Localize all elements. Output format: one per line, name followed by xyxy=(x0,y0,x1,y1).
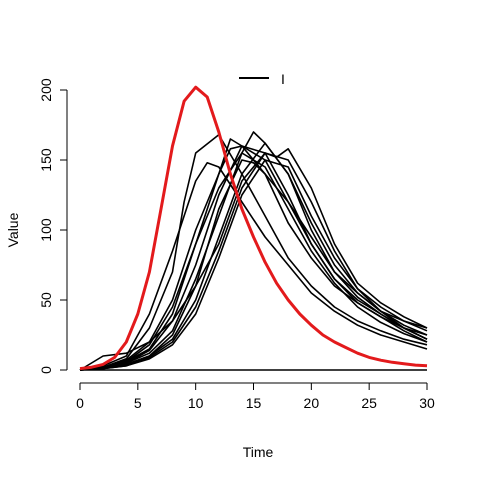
series-line-2 xyxy=(79,162,428,371)
series-line-5 xyxy=(79,148,428,371)
series-line-3 xyxy=(79,138,428,371)
y-tick-label: 100 xyxy=(38,218,54,242)
y-tick-label: 200 xyxy=(38,78,54,102)
y-axis-label: Value xyxy=(5,212,21,247)
legend-label-i: I xyxy=(281,71,285,87)
y-tick-label: 50 xyxy=(38,292,54,308)
y-axis-ticks: 0 50 100 150 200 xyxy=(38,78,67,374)
series-lines xyxy=(79,131,428,371)
x-tick-label: 10 xyxy=(188,395,204,411)
reference-curve xyxy=(79,85,428,371)
legend: I xyxy=(239,71,285,87)
x-tick-label: 5 xyxy=(134,395,142,411)
series-line-8 xyxy=(79,159,428,371)
x-tick-label: 0 xyxy=(76,395,84,411)
axes: 0 5 10 15 20 25 30 0 50 100 150 200 xyxy=(38,78,435,411)
series-line-10 xyxy=(79,142,428,371)
x-tick-label: 25 xyxy=(361,395,377,411)
x-tick-label: 30 xyxy=(419,395,435,411)
series-line-9 xyxy=(79,145,428,371)
y-tick-label: 0 xyxy=(38,366,54,374)
x-tick-label: 20 xyxy=(304,395,320,411)
x-axis-label: Time xyxy=(243,444,274,460)
series-line-11 xyxy=(79,152,428,371)
x-axis-ticks: 0 5 10 15 20 25 30 xyxy=(76,383,435,411)
reference-curve-layer xyxy=(79,85,428,371)
x-tick-label: 15 xyxy=(246,395,262,411)
series-line-7 xyxy=(79,145,428,371)
series-line-12 xyxy=(79,152,428,371)
series-line-6 xyxy=(79,159,428,371)
y-tick-label: 150 xyxy=(38,148,54,172)
